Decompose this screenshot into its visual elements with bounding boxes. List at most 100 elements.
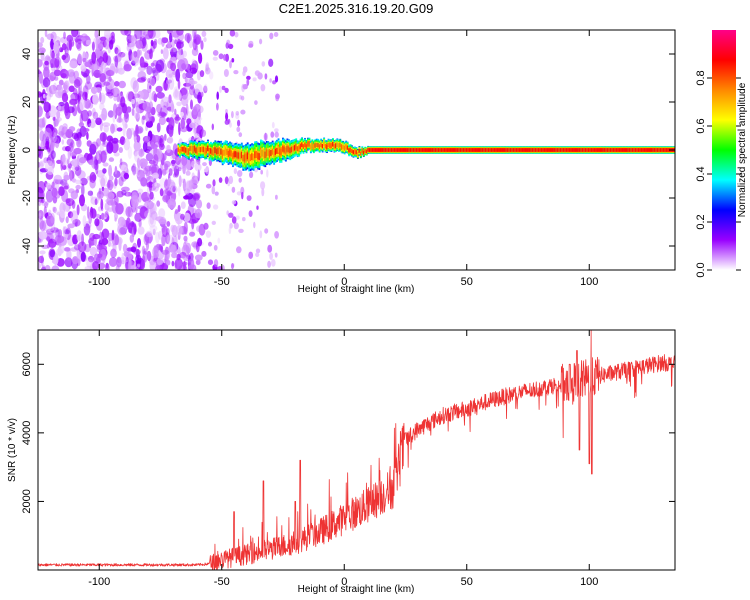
spectrogram-track-cell	[611, 148, 614, 152]
spectrogram-noise-cell	[159, 188, 164, 197]
spectrogram-track-cell	[515, 148, 518, 152]
spectrogram-noise-cell	[158, 230, 163, 240]
spectrogram-noise-cell	[137, 77, 146, 83]
spectrogram-track-cell	[368, 148, 371, 152]
spectrogram-track-cell	[456, 148, 459, 152]
spectrogram-track-cell	[282, 145, 284, 152]
spectrogram-noise-cell	[149, 215, 154, 225]
spectrogram-noise-cell	[167, 136, 174, 144]
spectrogram-noise-cell	[114, 165, 118, 175]
spectrogram-noise-cell	[115, 68, 118, 74]
spectrogram-noise-cell	[155, 59, 165, 72]
spectrogram-track-cell	[180, 146, 183, 152]
spectrogram-noise-cell	[96, 138, 101, 147]
spectrogram-noise-cell	[74, 218, 78, 227]
spectrogram-noise-cell	[154, 182, 157, 187]
spectrogram-noise-cell	[60, 154, 66, 167]
spectrogram-noise-cell	[166, 79, 169, 85]
spectrogram-noise-cell	[216, 91, 219, 100]
spectrogram-noise-cell	[275, 93, 280, 100]
spectrogram-noise-cell	[180, 126, 188, 133]
spectrogram-noise-cell	[143, 167, 149, 175]
spectrogram-noise-cell	[118, 147, 124, 153]
spectrogram-track-cell	[606, 148, 609, 152]
spectrogram-noise-cell	[164, 163, 169, 171]
spectrogram-track-cell	[301, 142, 303, 148]
spectrogram-noise-cell	[45, 189, 54, 203]
spectrogram-noise-cell	[203, 37, 207, 43]
spectrogram-noise-cell	[70, 139, 75, 149]
spectrogram-track-cell	[223, 149, 226, 156]
spectrogram-noise-cell	[59, 209, 66, 219]
spectrogram-track-cell	[630, 148, 633, 152]
spectrogram-noise-cell	[166, 234, 175, 246]
spectrogram-track-cell	[503, 148, 506, 152]
spectrogram-track-cell	[230, 150, 233, 157]
spectrogram-noise-cell	[64, 257, 73, 268]
spectrogram-noise-cell	[260, 181, 266, 190]
spectrogram-noise-cell	[135, 101, 139, 113]
spectrogram-noise-cell	[185, 92, 193, 101]
spectrogram-noise-cell	[157, 111, 166, 118]
spectrogram-noise-cell	[47, 226, 55, 232]
spectrogram-noise-cell	[42, 219, 48, 232]
spectrogram-noise-cell	[48, 238, 57, 248]
spectrogram-track-cell	[564, 148, 567, 152]
spectrogram-noise-cell	[87, 118, 92, 128]
spectrogram-noise-cell	[51, 265, 60, 270]
spectrogram-track-cell	[249, 154, 252, 162]
spectrogram-noise-cell	[264, 228, 269, 234]
spectrogram-noise-cell	[150, 166, 159, 175]
spectrogram-noise-cell	[205, 62, 210, 69]
spectrogram-noise-cell	[70, 70, 74, 79]
spectrogram-noise-cell	[159, 138, 164, 144]
spectrogram-track-cell	[381, 148, 384, 152]
spectrogram-track-cell	[396, 148, 399, 152]
spectrogram-noise-cell	[89, 174, 93, 183]
spectrogram-track-cell	[489, 148, 492, 152]
spectrogram-noise-cell	[106, 179, 114, 191]
spectrogram-track-cell	[339, 142, 342, 148]
spectrogram-track-cell	[345, 144, 348, 150]
spectrogram-noise-cell	[93, 159, 99, 171]
spectrogram-x-tick-label: -50	[214, 276, 230, 288]
spectrogram-noise-cell	[177, 167, 182, 172]
spectrogram-track-cell	[495, 148, 498, 152]
spectrogram-noise-cell	[226, 39, 231, 47]
spectrogram-noise-cell	[142, 250, 148, 263]
spectrogram-noise-cell	[58, 79, 64, 86]
spectrogram-noise-cell	[69, 149, 73, 157]
spectrogram-noise-cell	[49, 90, 54, 98]
spectrogram-track-cell	[293, 145, 296, 151]
spectrogram-noise-cell	[141, 245, 145, 256]
spectrogram-track-cell	[261, 149, 264, 157]
spectrogram-noise-cell	[42, 265, 46, 270]
spectrogram-track-cell	[620, 148, 622, 152]
spectrogram-noise-cell	[248, 251, 254, 259]
spectrogram-noise-cell	[212, 204, 219, 210]
spectrogram-noise-cell	[144, 112, 153, 123]
spectrogram-noise-cell	[176, 30, 184, 36]
spectrogram-noise-cell	[267, 244, 273, 253]
spectrogram-noise-cell	[40, 36, 45, 44]
spectrogram-noise-cell	[263, 132, 268, 141]
spectrogram-track-cell	[539, 148, 542, 152]
spectrogram-noise-cell	[114, 234, 119, 246]
spectrogram-track-cell	[409, 148, 412, 152]
spectrogram-noise-cell	[45, 182, 52, 189]
spectrogram-noise-cell	[132, 163, 137, 176]
spectrogram-noise-cell	[112, 111, 116, 123]
spectrogram-noise-cell	[192, 193, 200, 201]
spectrogram-noise-cell	[99, 92, 106, 105]
spectrogram-noise-cell	[242, 217, 246, 222]
spectrogram-track-cell	[236, 152, 239, 159]
spectrogram-noise-cell	[135, 39, 144, 49]
spectrogram-track-cell	[599, 148, 602, 152]
spectrogram-track-cell	[349, 147, 352, 153]
spectrogram-track-cell	[508, 148, 511, 152]
spectrogram-noise-cell	[175, 114, 180, 119]
spectrogram-noise-cell	[147, 80, 152, 94]
spectrogram-track-cell	[512, 148, 515, 152]
spectrogram-noise-cell	[224, 176, 229, 185]
spectrogram-track-cell	[590, 148, 593, 152]
